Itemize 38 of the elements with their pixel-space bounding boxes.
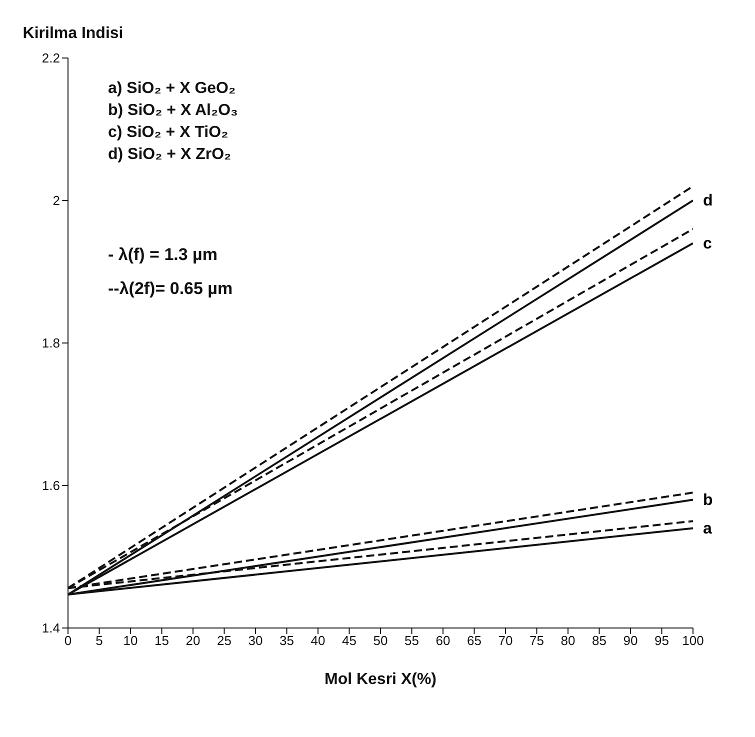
series-label: c	[703, 235, 712, 252]
y-axis-title: Kirilma Indisi	[22, 25, 124, 42]
annotation: c) SiO₂ + X TiO₂	[108, 123, 230, 143]
x-tick-label: 75	[530, 633, 544, 648]
y-tick-label: 2.2	[42, 50, 60, 66]
x-tick-label: 25	[217, 633, 232, 648]
x-tick-label: 70	[498, 633, 513, 648]
x-tick-label: 65	[467, 633, 482, 648]
y-tick-label: 1.8	[42, 336, 60, 351]
annotation: --λ(2f)= 0.65 µm	[108, 278, 233, 300]
x-tick-label: 15	[154, 633, 169, 648]
x-tick-label: 80	[560, 633, 576, 648]
x-tick-label: 95	[654, 633, 669, 648]
x-tick-label: 0	[64, 633, 72, 648]
annotation: - λ(f) = 1.3 µm	[108, 244, 218, 266]
x-tick-label: 45	[342, 633, 356, 648]
x-tick-label: 10	[123, 633, 138, 648]
series-label: b	[703, 492, 713, 509]
x-tick-label: 50	[373, 633, 388, 648]
x-tick-label: 100	[682, 633, 704, 648]
x-tick-label: 40	[310, 633, 326, 648]
x-tick-label: 30	[248, 633, 263, 648]
x-tick-label: 20	[186, 633, 200, 648]
annotation: d) SiO₂ + X ZrO₂	[108, 145, 232, 165]
x-tick-label: 85	[592, 633, 606, 648]
annotation: a) SiO₂ + X GeO₂	[108, 79, 237, 99]
annotation: b) SiO₂ + X Al₂O₃	[108, 101, 238, 121]
x-tick-label: 35	[280, 633, 294, 648]
y-tick-label: 2	[52, 193, 60, 208]
y-tick-label: 1.4	[42, 620, 60, 636]
series-label: d	[703, 192, 713, 210]
x-axis-title: Mol Kesri X(%)	[324, 671, 437, 688]
x-tick-label: 60	[436, 633, 450, 648]
x-tick-label: 5	[96, 633, 103, 648]
x-tick-label: 55	[404, 633, 419, 648]
series-label: a	[703, 520, 712, 538]
y-tick-label: 1.6	[42, 478, 60, 494]
x-tick-label: 90	[623, 633, 638, 648]
